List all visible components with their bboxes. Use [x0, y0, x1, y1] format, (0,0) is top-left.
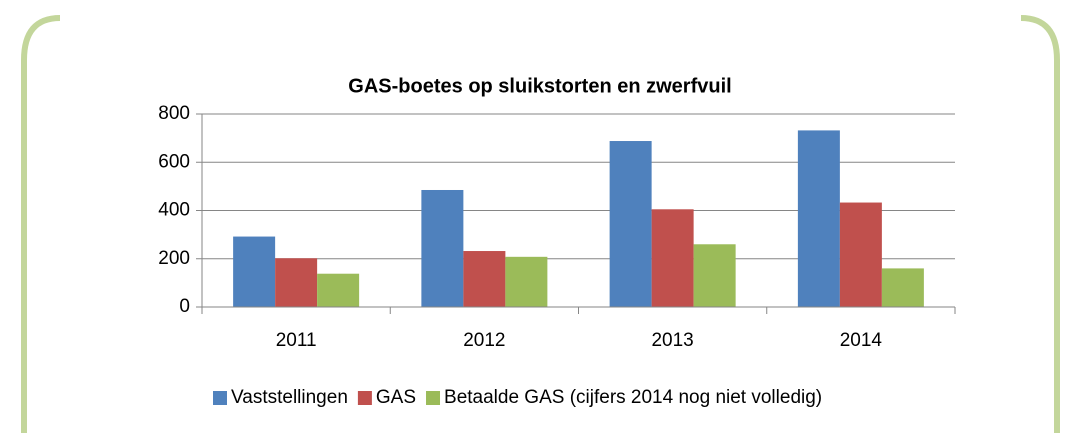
y-tick-label: 800: [158, 103, 190, 124]
legend-label: Betaalde GAS (cijfers 2014 nog niet voll…: [444, 387, 822, 408]
chart-title: GAS-boetes op sluikstorten en zwerfvuil: [348, 75, 731, 97]
bar: [275, 258, 318, 307]
bar: [317, 273, 360, 307]
bar: [505, 256, 548, 307]
legend-label: Vaststellingen: [231, 387, 348, 408]
bar: [233, 236, 276, 307]
legend-swatch: [357, 391, 372, 405]
legend-label: GAS: [376, 387, 416, 408]
frame-right: [1020, 15, 1060, 433]
x-tick-label: 2012: [463, 330, 505, 351]
bar: [839, 202, 882, 307]
x-tick-label: 2013: [651, 330, 693, 351]
x-tick-label: 2014: [840, 330, 883, 351]
y-tick-label: 200: [158, 248, 190, 269]
bar: [609, 141, 652, 307]
y-tick-label: 600: [158, 151, 190, 172]
bar: [463, 251, 506, 307]
legend-swatch: [426, 391, 441, 405]
y-tick-label: 400: [158, 200, 190, 221]
frame-left: [21, 15, 61, 433]
bar: [881, 268, 924, 307]
bar: [797, 130, 840, 307]
bar: [651, 209, 694, 307]
bar: [421, 189, 464, 307]
x-tick-label: 2011: [276, 330, 317, 351]
y-tick-label: 0: [179, 296, 190, 317]
legend-swatch: [213, 391, 227, 405]
bar: [693, 244, 736, 307]
